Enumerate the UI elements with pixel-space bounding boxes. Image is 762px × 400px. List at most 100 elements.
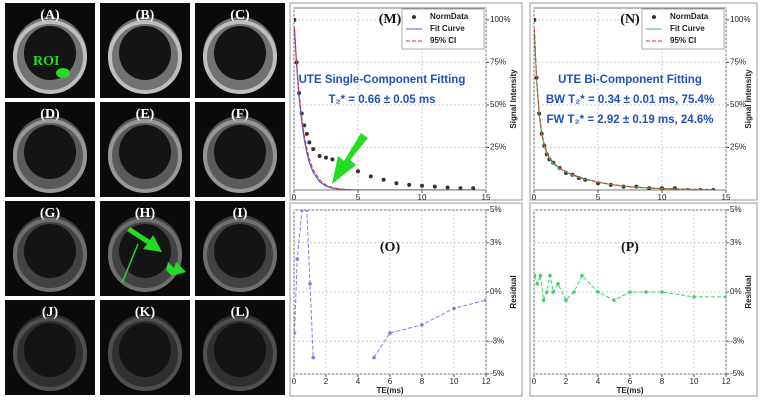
y-tick-label: -5% (490, 369, 504, 378)
x-tick-label: 2 (324, 377, 329, 386)
y-tick-label: 50% (730, 100, 746, 109)
panel-label: (K) (135, 305, 156, 320)
y-tick-label: 3% (490, 238, 502, 247)
y-axis-label: Signal Intensity (509, 69, 518, 129)
y-tick-label: 0% (730, 287, 742, 296)
panel-label: (D) (40, 107, 60, 122)
image-panel: (I) (195, 201, 285, 296)
image-panel: (J) (5, 300, 95, 395)
data-point (548, 273, 552, 278)
data-point (388, 331, 392, 335)
x-tick-label: 2 (564, 377, 569, 386)
arrow (332, 133, 368, 184)
legend-marker (412, 15, 416, 19)
series-line (294, 27, 474, 190)
y-tick-label: 5% (730, 205, 742, 214)
arrow (166, 262, 186, 276)
data-point (394, 181, 399, 186)
x-tick-label: 0 (292, 377, 297, 386)
x-tick-label: 0 (292, 193, 297, 202)
panel-title: (O) (380, 240, 401, 255)
data-point (551, 290, 555, 294)
bone-ring-bright (203, 119, 277, 193)
legend-label: Fit Curve (430, 24, 465, 33)
roi-label: ROI (33, 54, 59, 69)
y-tick-label: -3% (730, 336, 744, 345)
x-tick-label: 4 (596, 377, 601, 386)
marrow (214, 224, 266, 278)
data-point (484, 298, 486, 302)
image-panel: (G) (5, 201, 95, 296)
legend-label: 95% CI (430, 36, 456, 45)
series-line (534, 274, 726, 302)
panel-label: (I) (233, 206, 248, 221)
series-line (294, 26, 474, 190)
y-tick-label: 5% (490, 205, 502, 214)
data-point (420, 323, 424, 327)
data-point (445, 185, 450, 190)
roi-marker (56, 68, 70, 78)
image-panel: (L) (195, 300, 285, 395)
legend-label: 95% CI (670, 36, 696, 45)
chart: 0 2 4 6 8 10 12-5% -3% 0% 3% 5% Residual TE(ms) (O) (289, 202, 523, 397)
panel-label: (C) (230, 8, 250, 23)
bone-ring-bright (13, 218, 87, 292)
x-tick-label: 8 (420, 377, 425, 386)
data-point (295, 257, 300, 262)
data-point (538, 273, 543, 278)
data-point (294, 331, 297, 335)
y-tick-label: 100% (730, 15, 750, 24)
data-point (572, 290, 576, 294)
image-panel: (E) (100, 102, 190, 197)
annotation: BW T₂* = 0.34 ± 0.01 ms, 75.4% (546, 94, 714, 106)
panel-label: (G) (40, 206, 61, 221)
legend-box (641, 8, 725, 50)
data-point (724, 295, 726, 299)
y-tick-label: 75% (730, 58, 746, 67)
image-panel: (K) (100, 300, 190, 395)
x-tick-label: 10 (690, 377, 699, 386)
marrow (24, 224, 76, 278)
marrow (119, 323, 171, 377)
bone-ring-bright (13, 317, 87, 391)
marrow (24, 323, 76, 377)
image-panel: (C) (195, 3, 285, 98)
marrow (119, 125, 171, 179)
x-axis-label: TE(ms) (376, 386, 403, 395)
x-tick-label: 4 (356, 377, 361, 386)
x-tick-label: 6 (628, 377, 633, 386)
data-point (372, 355, 376, 360)
y-tick-label: 50% (490, 100, 506, 109)
x-tick-label: 10 (418, 193, 427, 202)
panel-title: (N) (620, 12, 640, 27)
annotation: UTE Bi-Component Fitting (558, 74, 702, 86)
data-point (330, 157, 335, 162)
data-point (452, 306, 456, 311)
data-point (324, 155, 328, 160)
data-point (432, 184, 437, 189)
data-point (628, 290, 632, 294)
data-point (458, 186, 463, 190)
image-panel: (F) (195, 102, 285, 197)
x-tick-label: 15 (482, 193, 491, 202)
image-panel: (A) (5, 3, 95, 98)
x-axis-label: TE(ms) (616, 386, 643, 395)
legend-label: Fit Curve (670, 24, 705, 33)
x-tick-label: 10 (658, 193, 667, 202)
data-point (545, 290, 549, 294)
data-point (356, 169, 360, 174)
chart: 0 2 4 6 8 10 12-5% -3% 0% 3% 5% Residual TE(ms) (P) (529, 202, 758, 397)
chart: 0 5 10 15 25% 50% 75% 100% Signal Intensity (M) UT… (289, 2, 523, 202)
bone-ring-bright (13, 20, 87, 94)
y-tick-label: 100% (490, 15, 510, 24)
data-point (580, 273, 584, 278)
arrow (127, 227, 162, 252)
data-point (564, 298, 568, 303)
arrow-thin (121, 243, 139, 284)
data-point (692, 295, 696, 299)
chart: 0 5 10 15 25% 50% 75% 100% Signal Intensity (N) UT… (529, 2, 758, 202)
marrow (24, 125, 76, 179)
data-point (311, 147, 316, 152)
panel-label: (H) (135, 206, 156, 221)
